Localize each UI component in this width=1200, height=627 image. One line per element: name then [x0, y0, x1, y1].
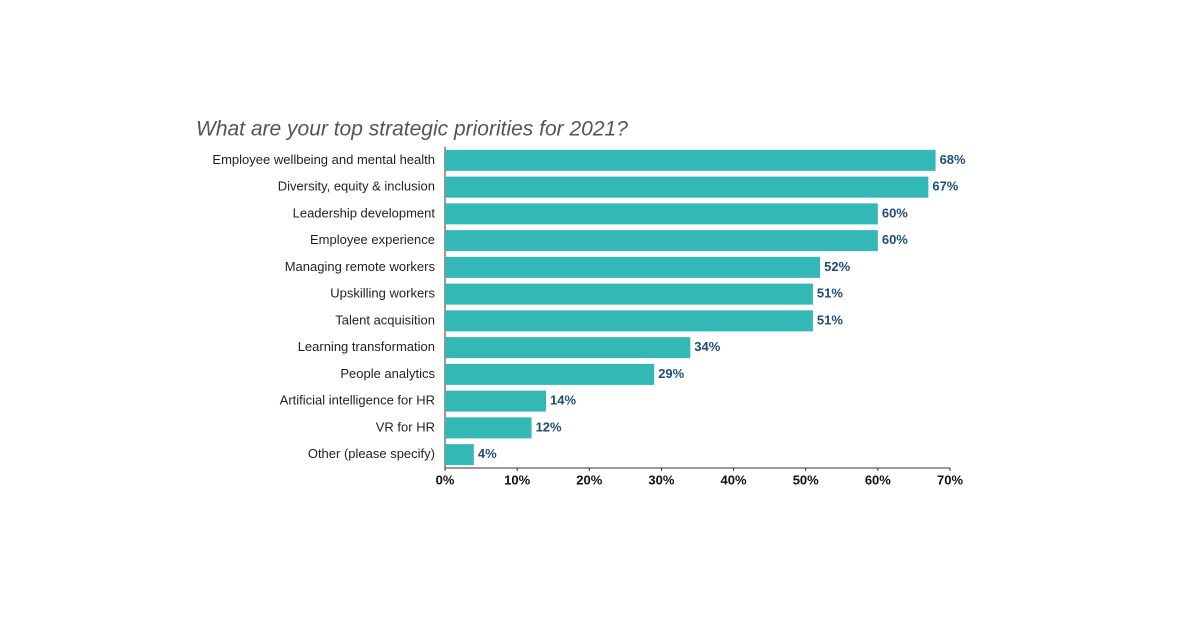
- data-label: 51%: [817, 286, 843, 301]
- data-label: 29%: [658, 366, 684, 381]
- data-label: 34%: [694, 339, 720, 354]
- bar: [445, 176, 929, 198]
- chart-title: What are your top strategic priorities f…: [196, 118, 628, 141]
- data-label: 12%: [536, 419, 562, 434]
- y-tick-label: Leadership development: [293, 205, 436, 220]
- x-tick-label: 40%: [721, 472, 747, 487]
- y-tick-label: Employee experience: [310, 232, 435, 247]
- bar: [445, 256, 821, 278]
- bar: [445, 337, 691, 359]
- bar: [445, 390, 546, 412]
- data-label: 4%: [478, 446, 497, 461]
- x-tick-label: 60%: [865, 472, 891, 487]
- y-tick-label: Diversity, equity & inclusion: [278, 179, 435, 194]
- y-tick-label: Learning transformation: [298, 339, 435, 354]
- y-tick-label: Artificial intelligence for HR: [280, 393, 435, 408]
- x-tick-label: 50%: [793, 472, 819, 487]
- y-tick-label: Upskilling workers: [330, 286, 435, 301]
- x-tick-label: 30%: [648, 472, 674, 487]
- y-tick-label: Managing remote workers: [285, 259, 436, 274]
- y-tick-label: Other (please specify): [308, 446, 435, 461]
- y-tick-label: Talent acquisition: [335, 312, 435, 327]
- bar: [445, 149, 936, 171]
- bar: [445, 283, 813, 305]
- x-tick-label: 70%: [937, 472, 963, 487]
- x-tick-label: 0%: [436, 472, 455, 487]
- bar: [445, 310, 813, 332]
- x-tick-label: 10%: [504, 472, 530, 487]
- data-label: 51%: [817, 312, 843, 327]
- data-label: 67%: [932, 179, 958, 194]
- bar: [445, 230, 878, 252]
- data-label: 68%: [940, 152, 966, 167]
- data-label: 14%: [550, 393, 576, 408]
- bar: [445, 444, 474, 466]
- data-label: 52%: [824, 259, 850, 274]
- x-tick-label: 20%: [576, 472, 602, 487]
- data-label: 60%: [882, 232, 908, 247]
- bar: [445, 363, 655, 385]
- y-tick-label: People analytics: [340, 366, 435, 381]
- y-tick-label: VR for HR: [376, 419, 435, 434]
- bar: [445, 203, 878, 225]
- y-tick-label: Employee wellbeing and mental health: [212, 152, 435, 167]
- data-label: 60%: [882, 205, 908, 220]
- bar: [445, 417, 532, 439]
